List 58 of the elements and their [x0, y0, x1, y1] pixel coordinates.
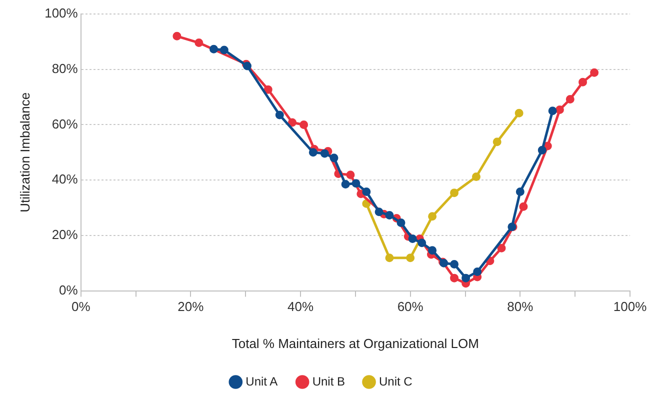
point [462, 274, 470, 282]
legend-label: Unit C [379, 374, 413, 388]
point [346, 170, 355, 180]
point [330, 154, 338, 162]
point [300, 120, 308, 129]
point [396, 218, 406, 227]
legend-label: Unit A [246, 374, 278, 388]
x-tick-label: 100% [613, 299, 648, 314]
point [514, 108, 524, 118]
point [362, 187, 371, 196]
point [497, 244, 506, 252]
x-tick-label: 40% [287, 299, 314, 314]
point [264, 85, 272, 94]
point [352, 179, 360, 188]
legend-label: Unit B [312, 374, 346, 388]
point [308, 148, 318, 157]
point [406, 254, 415, 262]
point [548, 106, 557, 116]
x-tick-label: 80% [507, 299, 534, 314]
point [450, 260, 459, 268]
point [374, 208, 384, 216]
y-tick-label: 80% [52, 60, 78, 76]
point [428, 212, 437, 221]
point [385, 210, 394, 220]
point [408, 234, 417, 244]
point [578, 78, 588, 86]
point [320, 149, 329, 158]
point [172, 32, 182, 40]
y-tick-label: 20% [52, 227, 78, 242]
point [194, 38, 204, 48]
x-tick-label: 0% [71, 299, 91, 314]
y-tick-label: 100% [44, 6, 78, 21]
point [538, 146, 546, 154]
x-tick-label: 20% [178, 299, 204, 314]
point [473, 267, 482, 276]
point [275, 110, 284, 120]
x-tick-label: 60% [397, 299, 424, 314]
y-tick-label: 0% [59, 282, 78, 298]
point [450, 274, 459, 282]
point [555, 106, 564, 114]
point [341, 180, 350, 188]
point [590, 68, 599, 77]
y-tick-label: 40% [52, 172, 78, 187]
point [450, 188, 459, 198]
point [492, 138, 502, 146]
point [428, 246, 437, 255]
y-tick-label: 60% [52, 116, 78, 132]
point [220, 46, 228, 54]
point [418, 238, 426, 248]
point [516, 187, 524, 196]
x-axis-title: Total % Maintainers at Organizational LOM [232, 336, 479, 351]
point [209, 44, 218, 54]
y-axis-title: Utilization Imbalance [17, 92, 32, 212]
point [566, 95, 574, 104]
point [288, 118, 297, 127]
point [385, 254, 394, 262]
point [519, 202, 528, 211]
point [472, 172, 480, 182]
